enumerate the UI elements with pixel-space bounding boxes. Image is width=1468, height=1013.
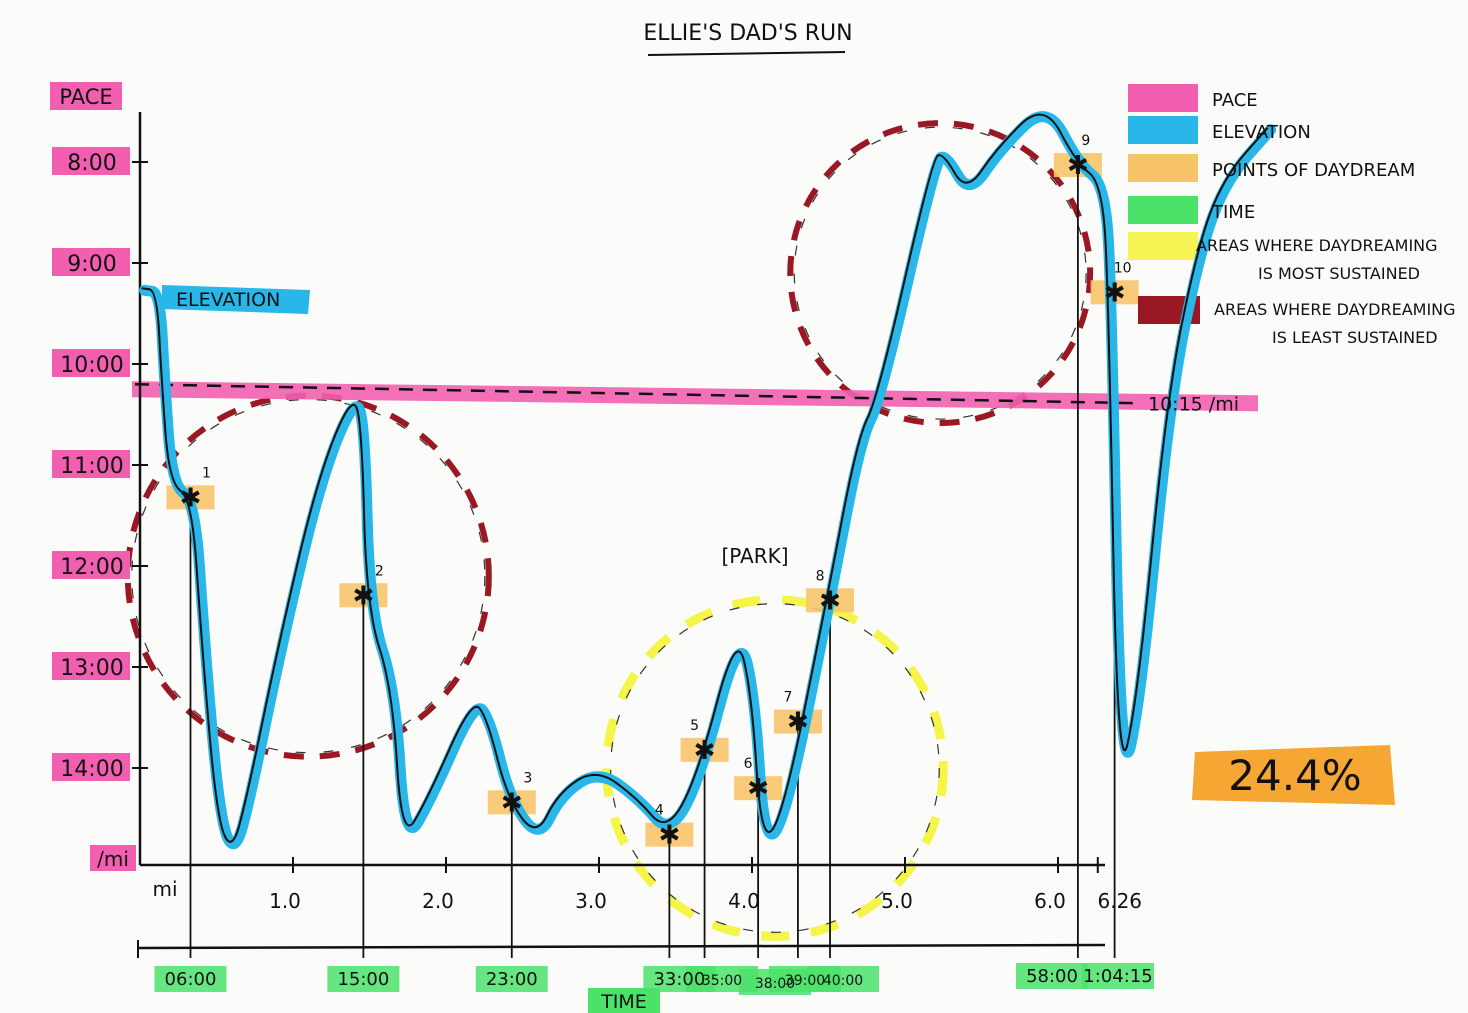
title-underline bbox=[647, 51, 846, 56]
time-label-highlight bbox=[475, 966, 548, 992]
time-label: 58:00 bbox=[1026, 966, 1078, 987]
daydream-point-star: ✱ bbox=[1104, 278, 1126, 308]
time-label-highlight bbox=[1082, 963, 1154, 989]
time-label: 1:04:15 bbox=[1083, 966, 1152, 987]
time-label-highlight bbox=[807, 966, 879, 992]
daydream-point-number: 2 bbox=[375, 563, 384, 579]
x-tick-label: 6.26 bbox=[1098, 889, 1143, 913]
average-pace-label: 10:15 /mi bbox=[1148, 393, 1239, 415]
time-label: 23:00 bbox=[486, 969, 538, 990]
area-outline bbox=[793, 126, 1087, 420]
area-outline bbox=[131, 398, 486, 754]
daydream-point-number: 3 bbox=[523, 770, 532, 786]
time-label: 40:00 bbox=[823, 973, 863, 989]
y-tick-highlight bbox=[52, 551, 130, 579]
time-label-highlight bbox=[327, 966, 400, 992]
daydream-percent: 24.4% bbox=[1228, 751, 1361, 800]
x-tick-label: 6.0 bbox=[1034, 889, 1066, 913]
elevation-line bbox=[139, 111, 1277, 850]
time-label: 39:00 bbox=[785, 973, 825, 989]
area-outline bbox=[610, 603, 940, 933]
time-label-highlight bbox=[588, 988, 660, 1013]
y-tick-highlight bbox=[52, 349, 130, 377]
x-tick-label: 4.0 bbox=[728, 889, 760, 913]
time-label-highlight bbox=[154, 966, 227, 992]
park-label: [PARK] bbox=[721, 544, 788, 568]
daydream-point-star: ✱ bbox=[658, 821, 680, 851]
x-tick-label: 1.0 bbox=[269, 889, 301, 913]
y-tick-label: 9:00 bbox=[67, 252, 116, 277]
daydream-point-number: 8 bbox=[816, 568, 825, 584]
y-tick-label: 11:00 bbox=[60, 454, 123, 479]
time-axis-label: TIME bbox=[600, 991, 647, 1013]
y-tick-highlight bbox=[52, 147, 130, 175]
y-tick-label: 10:00 bbox=[60, 353, 123, 378]
legend-label-cont: IS MOST SUSTAINED bbox=[1258, 264, 1420, 283]
y-tick-highlight bbox=[52, 753, 130, 781]
most-sustained-area bbox=[602, 595, 948, 941]
time-label: 35:00 bbox=[702, 973, 742, 989]
legend-swatch bbox=[1128, 84, 1198, 112]
legend-label: PACE bbox=[1212, 90, 1258, 111]
y-unit-label: /mi bbox=[97, 847, 129, 871]
daydream-point-star: ✱ bbox=[1067, 151, 1089, 181]
legend-label: AREAS WHERE DAYDREAMING bbox=[1214, 300, 1456, 319]
y-tick-label: 12:00 bbox=[60, 555, 123, 580]
legend-label: POINTS OF DAYDREAM bbox=[1212, 160, 1415, 181]
y-tick-highlight bbox=[52, 248, 130, 276]
daydream-point-number: 6 bbox=[744, 756, 753, 772]
daydream-point-star: ✱ bbox=[180, 483, 202, 513]
x-tick-label: 3.0 bbox=[575, 889, 607, 913]
elevation-label: ELEVATION bbox=[176, 289, 280, 311]
y-unit-highlight bbox=[90, 845, 136, 871]
daydream-point-star: ✱ bbox=[694, 736, 716, 766]
daydream-point-number: 4 bbox=[655, 803, 664, 819]
daydream-point-star: ✱ bbox=[501, 788, 523, 818]
pace-trace-line bbox=[141, 113, 1269, 843]
time-label: 15:00 bbox=[337, 969, 389, 990]
legend-label: TIME bbox=[1211, 202, 1255, 223]
legend-swatch bbox=[1128, 116, 1198, 144]
legend-label: AREAS WHERE DAYDREAMING bbox=[1196, 236, 1438, 255]
daydream-point-number: 10 bbox=[1114, 260, 1132, 276]
daydream-point-number: 7 bbox=[783, 690, 792, 706]
least-sustained-area bbox=[124, 392, 492, 760]
time-label-highlight bbox=[1016, 963, 1088, 989]
time-label: 06:00 bbox=[165, 969, 217, 990]
time-label: 33:00 bbox=[653, 969, 705, 990]
legend-swatch bbox=[1128, 196, 1198, 224]
elevation-label-highlight bbox=[162, 285, 310, 314]
daydream-point-star: ✱ bbox=[352, 581, 374, 611]
y-axis-label: PACE bbox=[59, 85, 112, 109]
x-tick-label: 5.0 bbox=[881, 889, 913, 913]
daydream-point-star: ✱ bbox=[787, 708, 809, 738]
daydream-point-star: ✱ bbox=[747, 774, 769, 804]
average-pace-band bbox=[132, 381, 1258, 412]
daydream-point-number: 5 bbox=[690, 718, 699, 734]
percent-highlight bbox=[1192, 745, 1395, 805]
y-tick-highlight bbox=[52, 652, 130, 680]
y-tick-label: 14:00 bbox=[60, 757, 123, 782]
daydream-point-number: 1 bbox=[202, 465, 211, 481]
legend-label: ELEVATION bbox=[1212, 122, 1311, 143]
time-label: 38:00 bbox=[755, 976, 795, 992]
legend-swatch bbox=[1128, 232, 1198, 260]
x-axis-label: mi bbox=[152, 877, 177, 901]
time-axis bbox=[137, 943, 1106, 950]
legend-label-cont: IS LEAST SUSTAINED bbox=[1272, 328, 1438, 347]
daydream-point-number: 9 bbox=[1081, 133, 1090, 149]
legend-swatch bbox=[1128, 154, 1198, 182]
y-label-highlight bbox=[50, 82, 122, 110]
x-tick-label: 2.0 bbox=[422, 889, 454, 913]
least-sustained-area bbox=[787, 120, 1094, 427]
chart-title: ELLIE'S DAD'S RUN bbox=[643, 21, 852, 46]
daydream-point-star: ✱ bbox=[819, 586, 841, 616]
y-tick-label: 13:00 bbox=[60, 656, 123, 681]
y-tick-label: 8:00 bbox=[67, 151, 116, 176]
y-tick-highlight bbox=[52, 450, 130, 478]
